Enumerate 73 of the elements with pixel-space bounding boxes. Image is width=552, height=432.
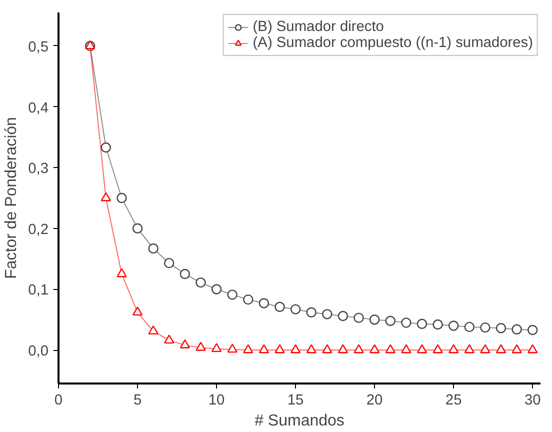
- x-tick-label: 25: [445, 392, 462, 408]
- y-tick-label: 0,2: [28, 222, 48, 238]
- point: [196, 277, 206, 288]
- x-tick-label: 10: [208, 392, 225, 408]
- point: [164, 334, 174, 344]
- point: [385, 316, 396, 326]
- y-tick-label: 0,4: [28, 100, 48, 116]
- point: [227, 344, 238, 353]
- point: [354, 312, 364, 323]
- point: [416, 318, 428, 329]
- point: [211, 343, 222, 352]
- x-axis-title: # Sumandos: [254, 412, 344, 430]
- point: [211, 284, 222, 294]
- point: [290, 344, 301, 354]
- point: [369, 314, 380, 325]
- y-tick-label: 0,1: [28, 282, 48, 299]
- y-tick-label: 0,5: [28, 39, 48, 56]
- x-tick-label: 20: [366, 392, 383, 408]
- point: [416, 344, 428, 354]
- point: [322, 309, 332, 320]
- point: [196, 342, 206, 351]
- point: [432, 344, 443, 354]
- y-axis-title: Factor de Ponderación: [3, 117, 20, 279]
- legend-label: (A) Sumador compuesto ((n-1) sumadores): [252, 35, 533, 51]
- point: [528, 344, 538, 354]
- point: [528, 324, 538, 336]
- point: [401, 344, 412, 354]
- point: [243, 344, 254, 354]
- point: [290, 304, 301, 314]
- point: [274, 302, 285, 312]
- point: [432, 319, 443, 330]
- point: [448, 320, 459, 331]
- point: [274, 344, 285, 354]
- point: [401, 318, 412, 328]
- point: [338, 344, 348, 354]
- point: [496, 344, 506, 354]
- point: [258, 298, 270, 308]
- point: [100, 192, 112, 202]
- x-tick-label: 5: [133, 392, 142, 408]
- x-tick-label: 30: [524, 392, 541, 408]
- y-tick-label: 0,0: [28, 344, 48, 360]
- point: [306, 344, 316, 354]
- legend-label: (B) Sumador directo: [252, 19, 384, 35]
- point: [480, 344, 490, 354]
- point: [100, 142, 112, 153]
- point: [512, 344, 522, 354]
- point: [164, 258, 174, 268]
- point: [132, 306, 143, 316]
- point: [243, 294, 254, 305]
- point: [369, 344, 380, 354]
- point: [258, 344, 270, 354]
- point: [354, 344, 364, 354]
- point: [148, 325, 158, 334]
- point: [116, 268, 127, 278]
- y-tick-label: 0,3: [28, 161, 48, 178]
- point: [385, 344, 396, 354]
- point: [322, 344, 332, 354]
- point: [227, 290, 238, 300]
- point: [464, 322, 474, 332]
- point: [338, 310, 348, 322]
- x-tick-label: 0: [54, 392, 63, 408]
- point: [448, 344, 459, 354]
- point: [180, 268, 190, 280]
- x-tick-label: 15: [287, 392, 304, 408]
- point: [132, 223, 143, 234]
- point: [306, 307, 316, 318]
- point: [496, 323, 506, 334]
- point: [148, 243, 158, 254]
- point: [116, 192, 127, 204]
- point: [464, 344, 474, 354]
- point: [480, 322, 490, 333]
- point: [180, 339, 190, 348]
- point: [512, 324, 522, 334]
